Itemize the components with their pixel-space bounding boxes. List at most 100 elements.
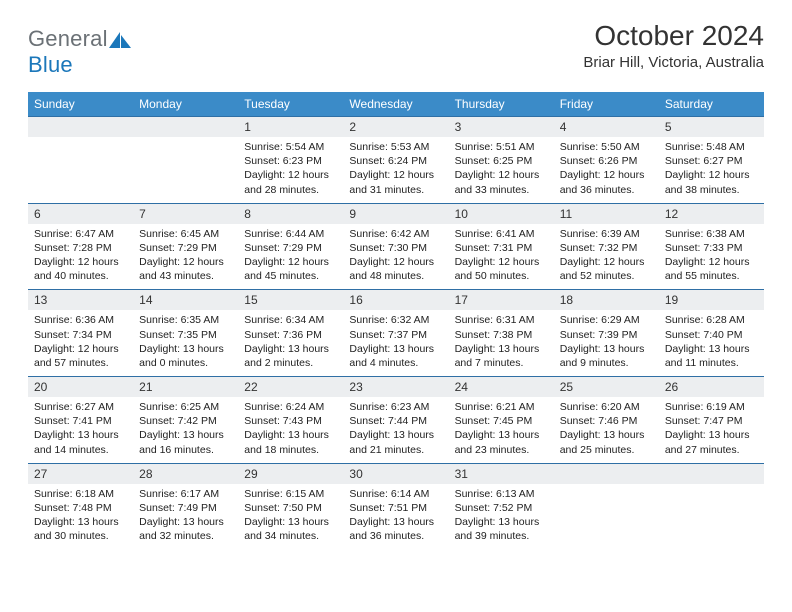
sunset-text: Sunset: 7:43 PM: [244, 414, 337, 428]
day-details: Sunrise: 6:47 AMSunset: 7:28 PMDaylight:…: [28, 224, 133, 290]
day-number: 10: [449, 203, 554, 224]
day-details: Sunrise: 5:48 AMSunset: 6:27 PMDaylight:…: [659, 137, 764, 203]
daylight-text: Daylight: 12 hours and 48 minutes.: [349, 255, 442, 283]
daylight-text: Daylight: 13 hours and 25 minutes.: [560, 428, 653, 456]
sunset-text: Sunset: 7:33 PM: [665, 241, 758, 255]
sunset-text: Sunset: 7:41 PM: [34, 414, 127, 428]
day-details: Sunrise: 6:13 AMSunset: 7:52 PMDaylight:…: [449, 484, 554, 550]
day-details: Sunrise: 6:41 AMSunset: 7:31 PMDaylight:…: [449, 224, 554, 290]
calendar-day-cell: 25Sunrise: 6:20 AMSunset: 7:46 PMDayligh…: [554, 376, 659, 463]
day-details: Sunrise: 5:50 AMSunset: 6:26 PMDaylight:…: [554, 137, 659, 203]
sunrise-text: Sunrise: 6:41 AM: [455, 227, 548, 241]
sunrise-text: Sunrise: 5:53 AM: [349, 140, 442, 154]
day-details: Sunrise: 6:19 AMSunset: 7:47 PMDaylight:…: [659, 397, 764, 463]
day-number: 21: [133, 376, 238, 397]
day-number: 31: [449, 463, 554, 484]
day-number: 28: [133, 463, 238, 484]
day-number: 2: [343, 116, 448, 137]
sunrise-text: Sunrise: 6:39 AM: [560, 227, 653, 241]
sunset-text: Sunset: 7:37 PM: [349, 328, 442, 342]
sunrise-text: Sunrise: 6:34 AM: [244, 313, 337, 327]
day-details: Sunrise: 5:51 AMSunset: 6:25 PMDaylight:…: [449, 137, 554, 203]
day-number: 11: [554, 203, 659, 224]
calendar-week: 27Sunrise: 6:18 AMSunset: 7:48 PMDayligh…: [28, 463, 764, 550]
daylight-text: Daylight: 13 hours and 9 minutes.: [560, 342, 653, 370]
calendar-day-cell: 5Sunrise: 5:48 AMSunset: 6:27 PMDaylight…: [659, 116, 764, 203]
sunrise-text: Sunrise: 6:18 AM: [34, 487, 127, 501]
day-number: 5: [659, 116, 764, 137]
day-details: Sunrise: 6:14 AMSunset: 7:51 PMDaylight:…: [343, 484, 448, 550]
daylight-text: Daylight: 13 hours and 34 minutes.: [244, 515, 337, 543]
day-number: 12: [659, 203, 764, 224]
day-number: 24: [449, 376, 554, 397]
day-number: 13: [28, 289, 133, 310]
day-number: 9: [343, 203, 448, 224]
calendar-day-cell: 4Sunrise: 5:50 AMSunset: 6:26 PMDaylight…: [554, 116, 659, 203]
calendar-day-cell: [28, 116, 133, 203]
daylight-text: Daylight: 13 hours and 7 minutes.: [455, 342, 548, 370]
sunrise-text: Sunrise: 6:38 AM: [665, 227, 758, 241]
day-details: Sunrise: 6:17 AMSunset: 7:49 PMDaylight:…: [133, 484, 238, 550]
sunrise-text: Sunrise: 5:50 AM: [560, 140, 653, 154]
calendar-day-cell: 13Sunrise: 6:36 AMSunset: 7:34 PMDayligh…: [28, 289, 133, 376]
day-details: Sunrise: 6:38 AMSunset: 7:33 PMDaylight:…: [659, 224, 764, 290]
day-number: 26: [659, 376, 764, 397]
daylight-text: Daylight: 13 hours and 11 minutes.: [665, 342, 758, 370]
day-number: 19: [659, 289, 764, 310]
weekday-header-row: SundayMondayTuesdayWednesdayThursdayFrid…: [28, 92, 764, 116]
sunrise-text: Sunrise: 6:25 AM: [139, 400, 232, 414]
weekday-header: Tuesday: [238, 92, 343, 116]
sunset-text: Sunset: 7:49 PM: [139, 501, 232, 515]
day-details: Sunrise: 6:39 AMSunset: 7:32 PMDaylight:…: [554, 224, 659, 290]
sunrise-text: Sunrise: 6:31 AM: [455, 313, 548, 327]
sunrise-text: Sunrise: 5:48 AM: [665, 140, 758, 154]
daylight-text: Daylight: 13 hours and 4 minutes.: [349, 342, 442, 370]
daylight-text: Daylight: 12 hours and 40 minutes.: [34, 255, 127, 283]
sunset-text: Sunset: 6:26 PM: [560, 154, 653, 168]
daylight-text: Daylight: 12 hours and 57 minutes.: [34, 342, 127, 370]
day-number: 6: [28, 203, 133, 224]
day-number: 30: [343, 463, 448, 484]
day-details: Sunrise: 6:29 AMSunset: 7:39 PMDaylight:…: [554, 310, 659, 376]
sunset-text: Sunset: 7:46 PM: [560, 414, 653, 428]
daylight-text: Daylight: 12 hours and 31 minutes.: [349, 168, 442, 196]
calendar-day-cell: 10Sunrise: 6:41 AMSunset: 7:31 PMDayligh…: [449, 203, 554, 290]
day-details: Sunrise: 6:18 AMSunset: 7:48 PMDaylight:…: [28, 484, 133, 550]
day-details: Sunrise: 6:25 AMSunset: 7:42 PMDaylight:…: [133, 397, 238, 463]
sunset-text: Sunset: 7:50 PM: [244, 501, 337, 515]
weekday-header: Sunday: [28, 92, 133, 116]
daylight-text: Daylight: 12 hours and 28 minutes.: [244, 168, 337, 196]
sunset-text: Sunset: 7:32 PM: [560, 241, 653, 255]
sunset-text: Sunset: 7:45 PM: [455, 414, 548, 428]
calendar-day-cell: 23Sunrise: 6:23 AMSunset: 7:44 PMDayligh…: [343, 376, 448, 463]
day-details: Sunrise: 6:24 AMSunset: 7:43 PMDaylight:…: [238, 397, 343, 463]
sunset-text: Sunset: 7:30 PM: [349, 241, 442, 255]
sunset-text: Sunset: 7:52 PM: [455, 501, 548, 515]
sunrise-text: Sunrise: 6:36 AM: [34, 313, 127, 327]
calendar-day-cell: 8Sunrise: 6:44 AMSunset: 7:29 PMDaylight…: [238, 203, 343, 290]
day-details: Sunrise: 6:20 AMSunset: 7:46 PMDaylight:…: [554, 397, 659, 463]
sunset-text: Sunset: 7:36 PM: [244, 328, 337, 342]
sunrise-text: Sunrise: 6:24 AM: [244, 400, 337, 414]
weekday-header: Wednesday: [343, 92, 448, 116]
calendar-day-cell: 12Sunrise: 6:38 AMSunset: 7:33 PMDayligh…: [659, 203, 764, 290]
day-number: 25: [554, 376, 659, 397]
day-number: 16: [343, 289, 448, 310]
calendar-week: 20Sunrise: 6:27 AMSunset: 7:41 PMDayligh…: [28, 376, 764, 463]
sunset-text: Sunset: 7:47 PM: [665, 414, 758, 428]
daylight-text: Daylight: 13 hours and 32 minutes.: [139, 515, 232, 543]
brand-logo: General Blue: [28, 26, 131, 78]
brand-part2: Blue: [28, 52, 73, 77]
sunset-text: Sunset: 7:48 PM: [34, 501, 127, 515]
daylight-text: Daylight: 13 hours and 2 minutes.: [244, 342, 337, 370]
day-number: 15: [238, 289, 343, 310]
day-details: Sunrise: 6:31 AMSunset: 7:38 PMDaylight:…: [449, 310, 554, 376]
sunrise-text: Sunrise: 6:28 AM: [665, 313, 758, 327]
calendar-day-cell: 24Sunrise: 6:21 AMSunset: 7:45 PMDayligh…: [449, 376, 554, 463]
calendar-day-cell: 30Sunrise: 6:14 AMSunset: 7:51 PMDayligh…: [343, 463, 448, 550]
daylight-text: Daylight: 13 hours and 16 minutes.: [139, 428, 232, 456]
calendar-day-cell: [659, 463, 764, 550]
calendar-day-cell: 31Sunrise: 6:13 AMSunset: 7:52 PMDayligh…: [449, 463, 554, 550]
daylight-text: Daylight: 13 hours and 14 minutes.: [34, 428, 127, 456]
sunset-text: Sunset: 7:51 PM: [349, 501, 442, 515]
